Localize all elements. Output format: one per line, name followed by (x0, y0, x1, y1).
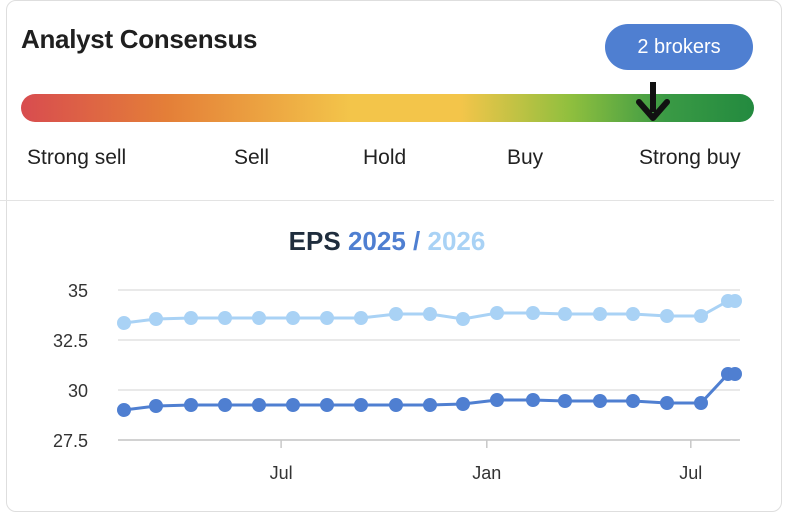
data-point-2026 (149, 312, 163, 326)
data-point-2026 (626, 307, 640, 321)
data-point-2025 (593, 394, 607, 408)
data-point-2026 (456, 312, 470, 326)
eps-title-slash: / (413, 226, 421, 256)
scale-label-strong-sell: Strong sell (27, 146, 127, 169)
data-point-2026 (218, 311, 232, 325)
scale-label-buy: Buy (507, 146, 544, 169)
data-point-2025 (660, 396, 674, 410)
x-tick-label: Jan (472, 463, 501, 483)
data-point-2025 (626, 394, 640, 408)
eps-title-2025[interactable]: 2025 (347, 226, 406, 256)
data-point-2026 (252, 311, 266, 325)
scale-label-hold: Hold (363, 146, 407, 169)
data-point-2026 (286, 311, 300, 325)
data-point-2025 (694, 396, 708, 410)
data-point-2026 (490, 306, 504, 320)
data-point-2025 (354, 398, 368, 412)
scale-label-strong-buy: Strong buy (639, 146, 741, 169)
data-point-2025 (423, 398, 437, 412)
section-divider (0, 200, 774, 201)
consensus-rating-bar (21, 94, 754, 122)
consensus-title: Analyst Consensus (21, 24, 258, 54)
data-point-2025 (728, 367, 742, 381)
data-point-2025 (286, 398, 300, 412)
y-tick-label: 27.5 (53, 431, 88, 451)
data-point-2026 (526, 306, 540, 320)
eps-title-label: EPS (288, 226, 341, 256)
x-tick-label: Jul (270, 463, 293, 483)
data-point-2026 (694, 309, 708, 323)
scale-label-sell: Sell (234, 146, 270, 169)
data-point-2026 (320, 311, 334, 325)
y-tick-label: 35 (68, 281, 88, 301)
data-point-2025 (218, 398, 232, 412)
data-point-2025 (558, 394, 572, 408)
data-point-2026 (389, 307, 403, 321)
data-point-2025 (389, 398, 403, 412)
data-point-2026 (558, 307, 572, 321)
data-point-2026 (117, 316, 131, 330)
data-point-2026 (184, 311, 198, 325)
data-point-2026 (593, 307, 607, 321)
data-point-2026 (660, 309, 674, 323)
eps-title-2026[interactable]: 2026 (427, 226, 486, 256)
data-point-2026 (354, 311, 368, 325)
data-point-2025 (149, 399, 163, 413)
data-point-2025 (184, 398, 198, 412)
data-point-2025 (490, 393, 504, 407)
eps-chart-title: EPS 2025 / 2026 (0, 226, 774, 257)
y-tick-label: 30 (68, 381, 88, 401)
data-point-2025 (117, 403, 131, 417)
y-tick-label: 32.5 (53, 331, 88, 351)
arrow-down-icon (636, 82, 670, 121)
data-point-2026 (728, 294, 742, 308)
data-point-2025 (456, 397, 470, 411)
data-point-2025 (320, 398, 334, 412)
x-tick-label: Jul (679, 463, 702, 483)
brokers-badge[interactable]: 2 brokers (605, 24, 753, 70)
data-point-2025 (252, 398, 266, 412)
data-point-2026 (423, 307, 437, 321)
data-point-2025 (526, 393, 540, 407)
